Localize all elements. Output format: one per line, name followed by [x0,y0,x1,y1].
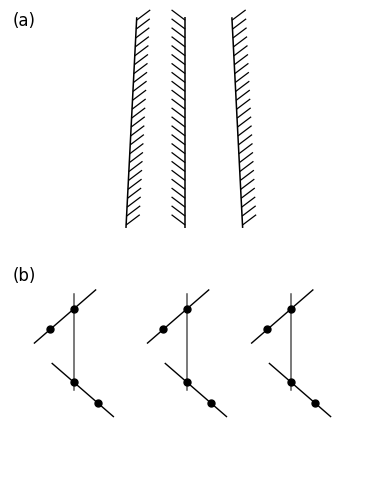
Text: (b): (b) [13,267,36,285]
Text: (a): (a) [13,12,36,30]
